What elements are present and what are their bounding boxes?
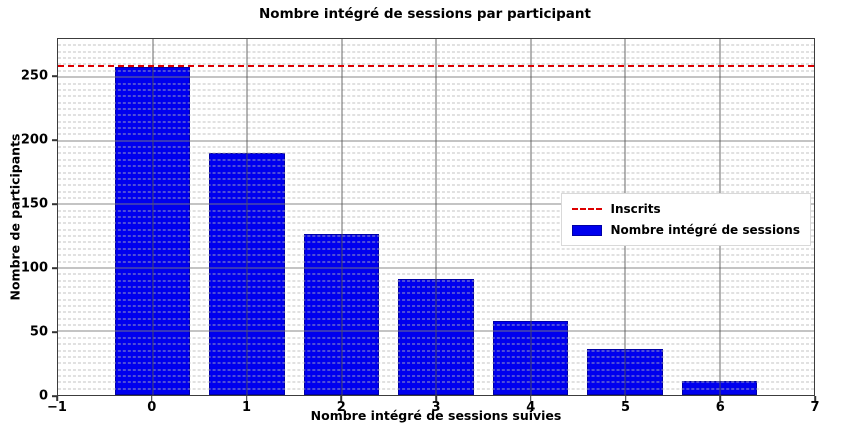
y-tick-label: 0	[38, 388, 48, 404]
x-tick-mark	[719, 396, 722, 401]
legend: Inscrits Nombre intégré de sessions	[560, 193, 811, 246]
y-tick-mark	[52, 139, 57, 142]
x-tick-label: 6	[715, 400, 725, 415]
y-tick-label: 200	[20, 132, 48, 148]
x-tick-mark	[435, 396, 437, 401]
bar-x6	[681, 381, 758, 395]
y-tick-mark	[52, 395, 57, 397]
legend-bar-swatch	[571, 224, 602, 236]
x-tick-label: 5	[620, 400, 631, 415]
x-tick-label: 4	[526, 400, 536, 415]
y-tick-label: 250	[20, 68, 48, 84]
x-tick-mark	[814, 396, 816, 401]
x-tick-label: −1	[47, 400, 67, 415]
bar-x0	[114, 66, 191, 395]
chart-title: Nombre intégré de sessions par participa…	[259, 6, 591, 22]
plot-area: Inscrits Nombre intégré de sessions	[57, 38, 815, 396]
x-tick-label: 2	[336, 400, 346, 415]
legend-dashed-line-swatch	[571, 208, 602, 210]
x-tick-mark	[340, 396, 343, 401]
y-tick-label: 50	[29, 324, 48, 340]
x-axis-label: Nombre intégré de sessions suivies	[310, 408, 562, 423]
x-tick-label: 0	[147, 400, 157, 415]
bar-x4	[492, 321, 569, 395]
x-tick-mark	[624, 396, 627, 401]
x-tick-mark	[529, 396, 532, 401]
x-tick-mark	[56, 396, 58, 401]
y-tick-label: 100	[20, 260, 48, 276]
bar-x1	[209, 153, 285, 395]
legend-label-inscrits: Inscrits	[610, 202, 661, 216]
y-axis: 0 50 100 150 200 250	[0, 38, 57, 404]
y-tick-mark	[52, 331, 57, 333]
y-tick-mark	[52, 203, 57, 205]
y-tick-mark	[52, 75, 57, 78]
legend-item-inscrits: Inscrits	[571, 202, 801, 216]
y-tick-label: 150	[20, 196, 48, 212]
x-tick-mark	[150, 396, 153, 401]
bar-x5	[587, 349, 663, 395]
x-tick-mark	[245, 396, 248, 401]
legend-label-sessions: Nombre intégré de sessions	[610, 223, 801, 237]
x-tick-label: 1	[241, 400, 252, 415]
x-tick-label: 3	[431, 400, 441, 415]
bar-x2	[303, 233, 380, 395]
x-tick-label: 7	[810, 400, 820, 415]
bar-x3	[398, 279, 474, 395]
y-tick-mark	[52, 267, 57, 269]
legend-item-sessions: Nombre intégré de sessions	[571, 223, 801, 237]
x-axis: −1 0 1 2 3 4 5 6 7	[47, 396, 820, 422]
